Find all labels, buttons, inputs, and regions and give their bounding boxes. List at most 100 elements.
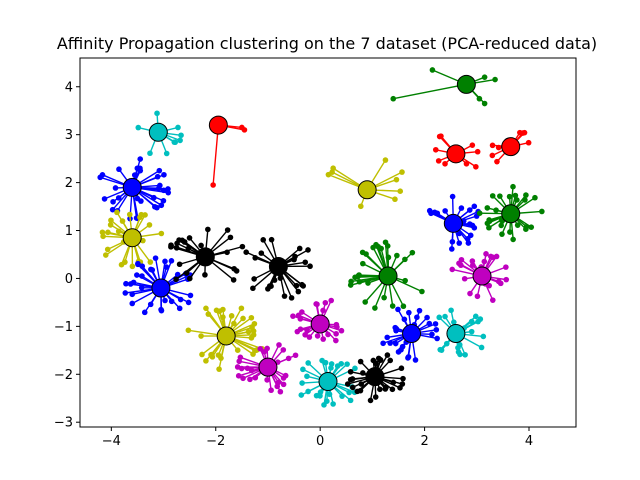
data-point (402, 277, 408, 284)
data-point (305, 360, 311, 366)
data-point (356, 278, 363, 285)
data-point (424, 314, 430, 321)
data-point (461, 275, 468, 282)
data-point (227, 234, 234, 241)
cluster-center (501, 204, 521, 224)
data-point (377, 386, 383, 393)
data-point (365, 280, 371, 286)
data-point (203, 358, 209, 364)
data-point (468, 318, 475, 325)
data-point (123, 280, 129, 287)
data-point (476, 210, 483, 217)
data-point (176, 305, 183, 312)
data-point (112, 185, 119, 191)
y-tick-label: 3 (65, 128, 73, 143)
data-point (251, 276, 257, 282)
data-point (426, 207, 433, 214)
data-point (474, 293, 481, 300)
data-point (109, 206, 116, 213)
data-point (282, 372, 289, 379)
data-point (320, 336, 327, 342)
data-layer (97, 67, 545, 408)
data-point (252, 255, 259, 261)
data-point (499, 231, 505, 237)
data-point (297, 326, 304, 332)
data-point (160, 197, 167, 204)
data-point (493, 207, 499, 214)
data-point (102, 252, 109, 258)
data-point (393, 327, 399, 334)
data-point (165, 186, 171, 192)
data-point (383, 384, 389, 391)
data-point (402, 256, 408, 263)
data-point (473, 163, 479, 170)
cluster-17 (426, 193, 481, 252)
data-point (285, 355, 292, 362)
data-point (100, 233, 106, 240)
data-point (489, 297, 496, 303)
data-point (230, 277, 237, 283)
cluster-2 (208, 115, 248, 188)
data-point (497, 280, 504, 287)
data-point (384, 352, 391, 358)
data-point (313, 301, 319, 307)
data-point (97, 174, 104, 181)
data-point (157, 182, 163, 189)
data-point (360, 260, 366, 267)
data-point (293, 282, 300, 289)
data-point (390, 379, 397, 386)
data-point (199, 351, 205, 358)
data-point (130, 279, 137, 286)
cluster-4 (122, 255, 194, 316)
data-point (198, 333, 204, 339)
cluster-15 (436, 307, 487, 358)
data-point (322, 359, 329, 366)
data-point (348, 278, 354, 285)
cluster-5 (168, 226, 246, 283)
data-point (134, 272, 140, 278)
data-point (322, 299, 329, 306)
data-point (288, 295, 295, 301)
data-point (158, 230, 165, 237)
data-point (260, 237, 267, 243)
data-point (261, 348, 268, 355)
data-point (187, 292, 194, 299)
data-point (305, 388, 311, 395)
x-tick-label: −4 (102, 434, 121, 449)
data-point (360, 370, 366, 376)
data-point (158, 202, 165, 209)
data-point (148, 266, 154, 273)
cluster-9 (290, 297, 345, 344)
data-point (248, 314, 255, 321)
data-point (462, 351, 468, 358)
data-point (172, 139, 178, 146)
data-point (205, 226, 211, 233)
data-point (185, 245, 192, 252)
cluster-1 (135, 110, 184, 157)
data-point (131, 172, 138, 178)
data-point (276, 342, 282, 348)
data-point (177, 137, 183, 144)
data-point (307, 263, 313, 270)
data-point (330, 401, 336, 407)
data-point (465, 240, 472, 246)
data-point (381, 294, 387, 301)
data-point (234, 347, 241, 353)
data-point (451, 319, 457, 325)
data-point (449, 193, 456, 200)
data-point (137, 165, 143, 172)
data-point (384, 243, 391, 249)
data-point (358, 203, 364, 210)
data-point (506, 193, 513, 200)
cluster-center (195, 247, 215, 267)
data-point (523, 192, 529, 198)
data-point (302, 331, 308, 338)
data-point (108, 217, 114, 224)
data-point (119, 218, 126, 224)
data-point (163, 150, 170, 157)
y-tick-label: −1 (54, 320, 73, 335)
data-point (449, 238, 456, 245)
cluster-19 (432, 133, 481, 170)
data-point (173, 245, 180, 251)
data-point (392, 196, 398, 203)
